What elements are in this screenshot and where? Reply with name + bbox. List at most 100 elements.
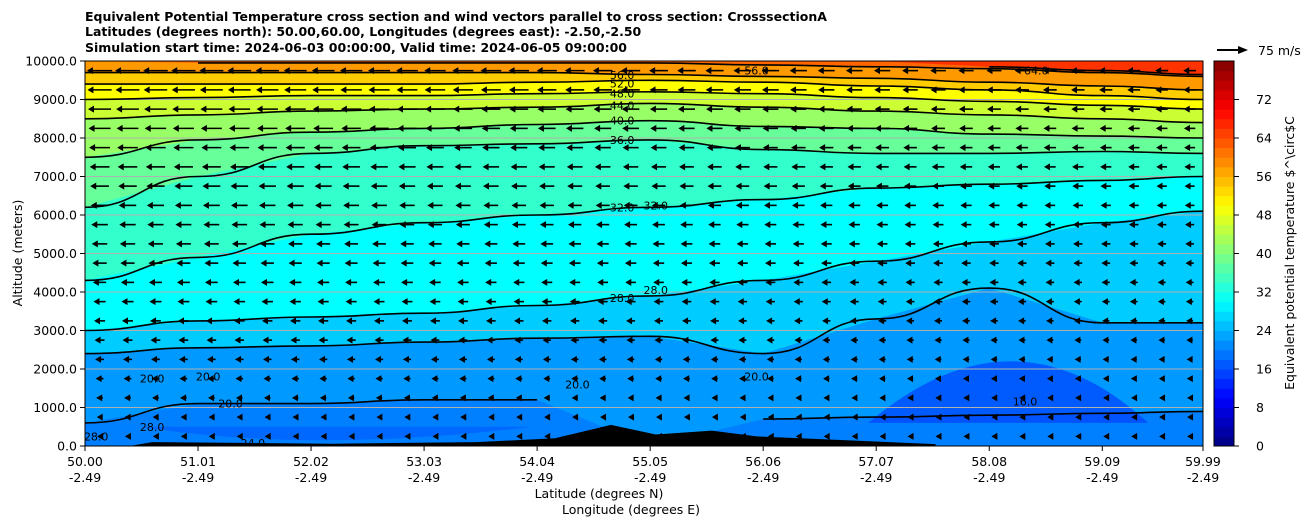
wind-vector-head [431,375,438,383]
wind-vector-head [795,394,802,402]
wind-vector-head [1100,182,1107,190]
wind-vector-head [1019,413,1026,421]
wind-vector-head [482,163,489,171]
wind-vector-head [316,259,323,267]
wind-vector-head [89,144,96,152]
wind-vector-head [678,144,685,152]
wind-vector-head [483,221,490,229]
wind-vector-head [510,163,517,171]
wind-vector-head [118,201,125,209]
wind-vector-head [174,201,181,209]
wind-vector-head [289,298,296,306]
wind-vector-head [459,375,466,383]
wind-vector-head [317,298,324,306]
wind-vector-head [962,317,969,325]
colorbar-band [1214,176,1234,187]
wind-vector-head [823,413,830,421]
wind-vector-head [264,432,271,440]
wind-vector-head [289,278,296,286]
x-tick-label-lat: 59.99 [1185,454,1221,469]
y-tick-label: 7000.0 [33,169,77,184]
wind-vector-head [147,221,154,229]
colorbar-band [1214,426,1234,437]
wind-vector-head [706,144,713,152]
wind-vector-head [1183,105,1190,113]
colorbar-band [1214,436,1234,447]
wind-vector-head [544,432,551,440]
y-tick-label: 3000.0 [33,323,77,338]
wind-vector-head [148,259,155,267]
colorbar-band [1214,224,1234,235]
wind-vector-head [821,278,828,286]
wind-vector-head [375,375,382,383]
wind-vector-head [848,221,855,229]
wind-vector-head [1157,298,1164,306]
wind-vector-head [341,144,348,152]
wind-vector-head [233,298,240,306]
wind-vector-head [1015,144,1022,152]
wind-vector-head [235,375,242,383]
wind-vector-head [199,67,206,75]
wind-vector-head [374,355,381,363]
wind-vector-head [256,105,263,113]
wind-vector-head [850,317,857,325]
wind-vector-head [262,336,269,344]
wind-vector-head [622,124,629,132]
x-tick-label-lat: 56.06 [745,454,781,469]
wind-vector-head [962,355,969,363]
wind-vector-head [763,163,770,171]
wind-vector-head [846,105,853,113]
fill-band-64.0 [85,61,1203,75]
wind-vector-head [1156,144,1163,152]
wind-vector-head [1046,317,1053,325]
wind-vector-head [1101,278,1108,286]
wind-vector-head [565,86,572,94]
wind-vector-head [513,298,520,306]
wind-vector-head [707,201,714,209]
wind-vector-head [935,394,942,402]
wind-vector-head [292,432,299,440]
wind-vector-head [425,105,432,113]
wind-vector-head [765,278,772,286]
wind-vector-head [764,221,771,229]
wind-vector-head [823,432,830,440]
y-tick-label: 4000.0 [33,285,77,300]
wind-vector-head [1129,278,1136,286]
wind-vector-head [456,259,463,267]
wind-vector-head [291,375,298,383]
wind-vector-head [1071,105,1078,113]
wind-vector-head [285,124,292,132]
wind-vector-head [122,336,129,344]
wind-vector-head [123,375,130,383]
wind-vector-head [596,221,603,229]
wind-vector-head [625,298,632,306]
wind-vector-head [1074,336,1081,344]
wind-vector-head [515,375,522,383]
wind-vector-head [397,105,404,113]
wind-vector-head [652,259,659,267]
wind-vector-head [339,67,346,75]
title-line-1: Equivalent Potential Temperature cross s… [85,9,827,24]
wind-vector-head [511,221,518,229]
wind-vector-head [96,394,103,402]
wind-vector-head [600,413,607,421]
wind-vector-head [346,317,353,325]
wind-vector-head [1156,201,1163,209]
wind-vector-head [566,144,573,152]
x-tick-label-lat: 59.09 [1084,454,1120,469]
wind-vector-head [598,317,605,325]
wind-vector-head [1100,163,1107,171]
wind-vector-head [398,163,405,171]
wind-vector-head [537,124,544,132]
colorbar-band [1214,138,1234,149]
wind-vector-head [1184,144,1191,152]
wind-vector-head [179,355,186,363]
wind-vector-head [458,355,465,363]
wind-vector-head [1018,317,1025,325]
wind-vector-head [988,240,995,248]
wind-vector-head [851,394,858,402]
wind-vector-head [705,67,712,75]
wind-vector-head [150,317,157,325]
wind-vector-head [568,240,575,248]
wind-vector-head [538,163,545,171]
